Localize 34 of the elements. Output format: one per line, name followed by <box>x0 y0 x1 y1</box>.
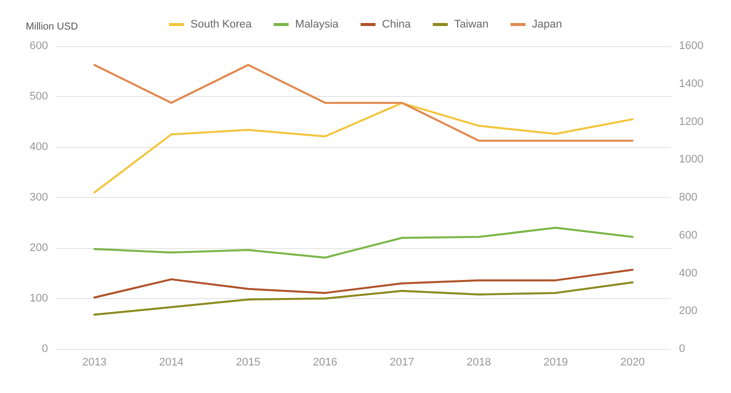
legend-label: Japan <box>532 18 562 30</box>
legend-label: Taiwan <box>454 18 489 30</box>
x-tick-label: 2020 <box>620 356 645 368</box>
line-series <box>93 281 634 316</box>
y2-tick-label: 0 <box>679 343 686 355</box>
y-tick-label: 300 <box>30 192 48 204</box>
y-tick-label: 500 <box>30 90 48 102</box>
legend-label: South Korea <box>190 18 253 30</box>
line-series <box>93 102 634 194</box>
y-tick-label: 0 <box>42 343 48 355</box>
y-tick-label: 100 <box>30 292 48 304</box>
legend-label: Malaysia <box>295 18 340 30</box>
y2-tick-label: 1600 <box>679 40 704 52</box>
x-tick-label: 2019 <box>543 356 568 368</box>
line-series <box>93 268 634 298</box>
y2-tick-label: 1400 <box>679 78 704 90</box>
y2-tick-label: 600 <box>679 229 698 242</box>
y2-tick-label: 200 <box>679 305 698 318</box>
x-tick-label: 2018 <box>466 356 492 368</box>
x-tick-label: 2017 <box>390 356 414 368</box>
y-axis-title: Million USD <box>26 22 78 32</box>
y2-tick-label: 1000 <box>679 154 704 166</box>
y-tick-label: 400 <box>30 141 48 153</box>
x-tick-label: 2016 <box>312 356 338 368</box>
x-tick-label: 2013 <box>82 356 107 368</box>
y2-tick-label: 800 <box>679 192 698 204</box>
y2-tick-label: 1200 <box>679 116 704 128</box>
legend-label: China <box>382 18 412 30</box>
y-tick-label: 600 <box>30 40 48 52</box>
x-tick-label: 2014 <box>159 356 184 368</box>
line-series <box>93 226 634 259</box>
y2-tick-label: 400 <box>679 267 698 280</box>
y-tick-label: 200 <box>30 242 48 254</box>
x-tick-label: 2015 <box>236 356 260 368</box>
